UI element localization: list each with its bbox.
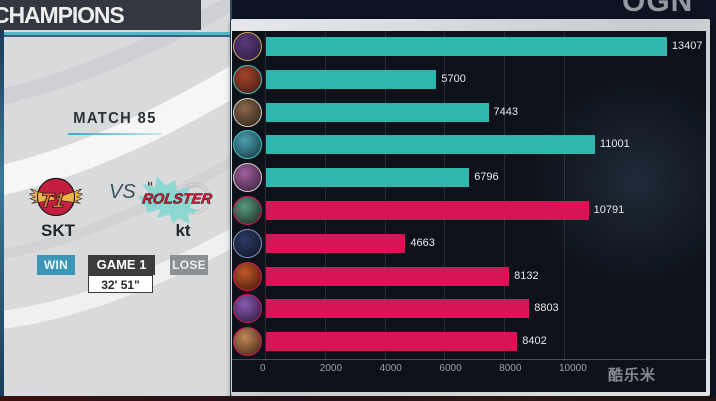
svg-text:ROLSTER: ROLSTER [141, 192, 213, 208]
svg-text:kt: kt [148, 181, 153, 187]
svg-text:T1: T1 [39, 189, 66, 212]
